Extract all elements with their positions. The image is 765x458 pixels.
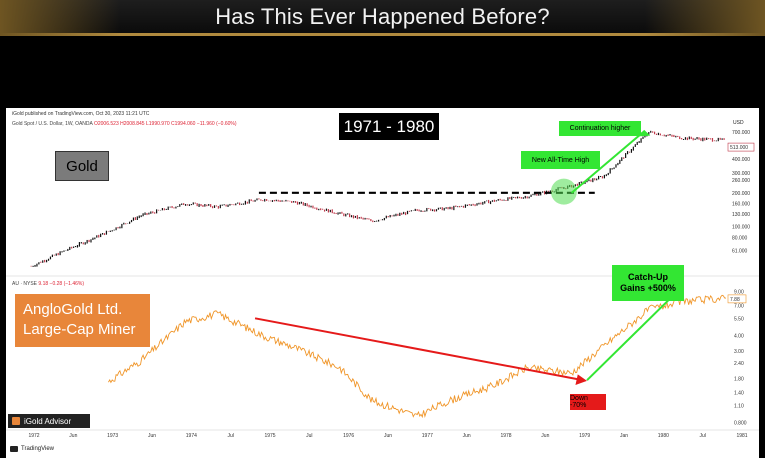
gold-y-tick: 160.000 xyxy=(732,202,750,208)
chart-frame: 700.000 400.000 300.000 260.000 200.000 160.0… xyxy=(6,108,759,458)
au-values: 9.18 −0.28 (−1.46%) xyxy=(38,281,84,287)
au-symbol-line: AU · NYSE 9.18 −0.28 (−1.46%) xyxy=(12,281,84,287)
continuation-arrow xyxy=(570,129,646,194)
au-y-tick: 2.40 xyxy=(734,361,744,367)
igold-advisor-badge: iGold Advisor xyxy=(8,414,90,428)
gold-y-tick: 130.000 xyxy=(732,212,750,218)
period-label: 1971 - 1980 xyxy=(339,113,439,140)
x-axis-tick: Jan xyxy=(620,433,628,439)
miner-label: AngloGold Ltd. Large-Cap Miner xyxy=(15,294,150,347)
x-axis-tick: Jul xyxy=(306,433,312,439)
au-y-tick: 1.80 xyxy=(734,377,744,383)
x-axis-tick: Jun xyxy=(148,433,156,439)
au-y-tick: 7.00 xyxy=(734,303,744,309)
au-y-tick: 3.00 xyxy=(734,349,744,355)
gold-last-value: 513.000 xyxy=(730,145,748,151)
gold-ohlc: O2006.523 H2008.845 L1990.970 C1994.060 … xyxy=(93,121,237,127)
catchup-line2: Gains +500% xyxy=(620,283,676,293)
callout-ath: New All-Time High xyxy=(521,151,600,169)
x-axis-tick: 1975 xyxy=(264,433,275,439)
igold-logo-icon xyxy=(12,417,20,425)
tradingview-text: TradingView xyxy=(21,446,55,452)
x-axis-tick: 1973 xyxy=(107,433,118,439)
currency-label: USD xyxy=(733,120,744,126)
x-axis-tick: Jun xyxy=(69,433,77,439)
gold-y-tick: 200.000 xyxy=(732,191,750,197)
gold-y-tick: 61.000 xyxy=(732,249,748,255)
miner-label-line2: Large-Cap Miner xyxy=(23,321,136,338)
callout-catchup: Catch-Up Gains +500% xyxy=(612,265,684,301)
au-last-value: 7.88 xyxy=(730,297,740,303)
gold-y-tick: 100.000 xyxy=(732,224,750,230)
au-series-line xyxy=(108,294,726,419)
au-y-tick: 0.800 xyxy=(734,421,747,427)
au-y-tick: 4.00 xyxy=(734,334,744,340)
catchup-arrow xyxy=(586,292,677,381)
miner-label-line1: AngloGold Ltd. xyxy=(23,301,123,318)
tradingview-logo-icon xyxy=(10,446,18,452)
igold-advisor-text: iGold Advisor xyxy=(24,416,72,426)
gold-symbol-line: Gold Spot / U.S. Dollar, 1W, OANDA O2006… xyxy=(12,121,237,127)
x-axis-tick: 1979 xyxy=(579,433,590,439)
au-y-tick: 1.40 xyxy=(734,390,744,396)
x-axis-tick: 1974 xyxy=(186,433,197,439)
gold-y-tick: 300.000 xyxy=(732,171,750,177)
gold-y-tick: 80.000 xyxy=(732,235,748,241)
au-y-tick: 9.00 xyxy=(734,290,744,296)
gold-y-tick: 260.000 xyxy=(732,178,750,184)
breakout-circle xyxy=(550,178,577,205)
callout-down: Down -70% xyxy=(570,394,606,410)
x-axis-tick: 1972 xyxy=(28,433,39,439)
x-axis-tick: Jun xyxy=(463,433,471,439)
gold-label: Gold xyxy=(55,151,109,181)
gold-last-value-box xyxy=(727,142,755,152)
x-axis-tick: 1978 xyxy=(500,433,511,439)
decline-arrow xyxy=(254,317,584,382)
x-axis-tick: Jun xyxy=(541,433,549,439)
callout-continuation: Continuation higher xyxy=(559,121,641,136)
x-axis-tick: 1977 xyxy=(422,433,433,439)
x-axis-tick: 1976 xyxy=(343,433,354,439)
x-axis-tick: 1980 xyxy=(658,433,669,439)
x-axis-tick: Jul xyxy=(227,433,233,439)
au-y-tick: 1.10 xyxy=(734,403,744,409)
x-axis-tick: Jun xyxy=(384,433,392,439)
gold-symbol: Gold Spot / U.S. Dollar, 1W, OANDA xyxy=(12,121,93,127)
published-info: iGold published on TradingView.com, Oct … xyxy=(12,111,150,117)
tradingview-badge: TradingView xyxy=(10,446,54,452)
catchup-line1: Catch-Up xyxy=(627,272,668,282)
title-bar: Has This Ever Happened Before? xyxy=(0,0,765,36)
continuation-arrow-head xyxy=(637,130,651,137)
au-last-value-box xyxy=(727,294,747,304)
au-y-tick: 5.50 xyxy=(734,316,744,322)
x-axis-tick: 1981 xyxy=(736,433,747,439)
x-axis-tick: Jul xyxy=(699,433,705,439)
gold-y-tick: 400.000 xyxy=(732,157,750,163)
decline-arrow-head xyxy=(575,374,588,386)
gold-y-tick: 700.000 xyxy=(732,130,750,136)
page-title: Has This Ever Happened Before? xyxy=(215,3,550,29)
au-symbol: AU · NYSE xyxy=(12,281,38,287)
